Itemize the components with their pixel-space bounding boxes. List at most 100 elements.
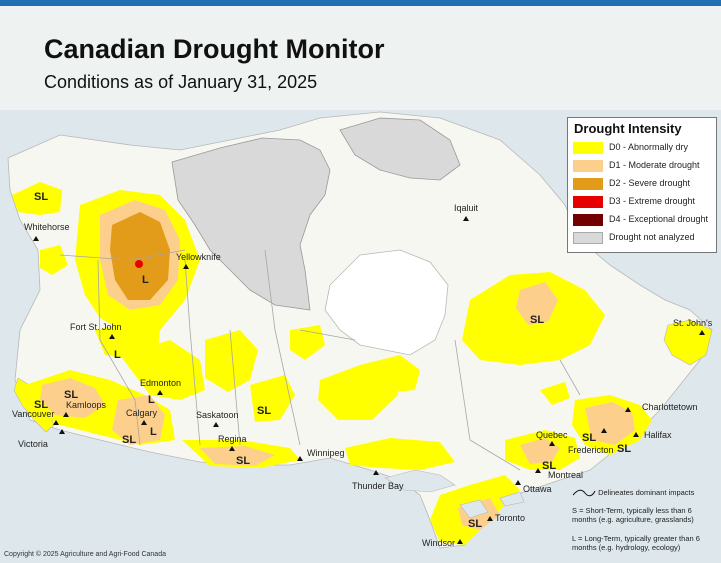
marker-regina	[229, 446, 235, 451]
legend-item-not-analyzed: Drought not analyzed	[573, 231, 715, 246]
code-sl-quebec: SL	[530, 314, 544, 326]
city-montreal: Montreal	[548, 470, 583, 480]
page-subtitle: Conditions as of January 31, 2025	[44, 72, 318, 92]
marker-halifax	[633, 432, 639, 437]
legend-item-d3: D3 - Extreme drought	[573, 195, 715, 210]
marker-iqaluit	[463, 216, 469, 221]
legend-swatch-d1	[573, 160, 603, 172]
legend-item-d2: D2 - Severe drought	[573, 177, 715, 192]
city-thunder-bay: Thunder Bay	[352, 481, 404, 491]
code-sl-montreal: SL	[542, 460, 556, 472]
city-edmonton: Edmonton	[140, 378, 181, 388]
legend-label-d4: D4 - Exceptional drought	[609, 214, 709, 224]
marker-toronto	[487, 516, 493, 521]
top-accent-bar	[0, 0, 721, 6]
legend-label-d0: D0 - Abnormally dry	[609, 142, 689, 152]
legend-swatch-d0	[573, 142, 603, 154]
legend-swatch-d4	[573, 214, 603, 226]
legend: Drought Intensity D0 - Abnormally dry D1…	[567, 117, 717, 253]
code-sl-novascotia: SL	[617, 443, 631, 455]
page-title: Canadian Drought Monitor	[44, 34, 385, 64]
marker-thunder-bay	[373, 470, 379, 475]
impacts-short-term: S = Short-Term, typically less than 6 mo…	[572, 506, 694, 524]
province-borders	[59, 249, 581, 471]
marker-calgary	[141, 420, 147, 425]
code-sl-vancouver-island: SL	[34, 399, 48, 411]
code-sl-newbrunswick: SL	[582, 432, 596, 444]
city-halifax: Halifax	[644, 430, 672, 440]
newfoundland	[663, 319, 713, 366]
code-sl-ontario: SL	[468, 518, 482, 530]
impacts-line-key: Delineates dominant impacts	[572, 488, 694, 497]
legend-title: Drought Intensity	[574, 121, 682, 136]
impact-line-icon	[572, 489, 596, 497]
copyright: Copyright © 2025 Agriculture and Agri-Fo…	[4, 551, 166, 558]
city-st-johns: St. John's	[673, 318, 713, 328]
city-iqaluit: Iqaluit	[454, 203, 479, 213]
marker-saskatoon	[213, 422, 219, 427]
city-toronto: Toronto	[495, 513, 525, 523]
header: Canadian Drought Monitor Conditions as o…	[0, 6, 721, 106]
d2-area	[110, 212, 170, 300]
city-labels: Whitehorse Yellowknife Iqaluit Fort St. …	[12, 203, 713, 548]
marker-vancouver	[53, 420, 59, 425]
city-kamloops: Kamloops	[66, 400, 107, 410]
hudson-bay	[324, 249, 449, 356]
legend-swatch-d3	[573, 196, 603, 208]
marker-edmonton	[157, 390, 163, 395]
impacts-line-label: Delineates dominant impacts	[598, 488, 695, 497]
code-sl-yukon: SL	[34, 191, 48, 203]
marker-windsor	[457, 539, 463, 544]
marker-fort-st-john	[109, 334, 115, 339]
legend-item-d1: D1 - Moderate drought	[573, 159, 715, 174]
city-yellowknife: Yellowknife	[176, 252, 221, 262]
city-saskatoon: Saskatoon	[196, 410, 239, 420]
city-ottawa: Ottawa	[523, 484, 552, 494]
city-fort-st-john: Fort St. John	[70, 322, 122, 332]
impact-codes: SL L L L L SL SL SL SL SL SL SL SL SL SL	[34, 191, 631, 530]
great-lakes	[384, 469, 525, 519]
marker-quebec	[549, 441, 555, 446]
marker-st-johns	[699, 330, 705, 335]
region-not-analyzed-east	[339, 117, 461, 181]
city-markers	[33, 216, 705, 544]
d3-spot	[135, 260, 143, 268]
code-l-fortstjohn: L	[114, 349, 121, 361]
marker-victoria	[59, 429, 65, 434]
code-sl-regina: SL	[236, 455, 250, 467]
marker-yellowknife	[183, 264, 189, 269]
marker-ottawa	[515, 480, 521, 485]
legend-label-not-analyzed: Drought not analyzed	[609, 232, 695, 242]
region-not-analyzed	[171, 137, 331, 311]
code-l-calgary: L	[150, 426, 157, 438]
impacts-long-term: L = Long-Term, typically greater than 6 …	[572, 534, 700, 552]
city-victoria: Victoria	[18, 439, 48, 449]
city-whitehorse: Whitehorse	[24, 222, 70, 232]
impacts-note: Delineates dominant impacts S = Short-Te…	[572, 488, 720, 560]
legend-label-d1: D1 - Moderate drought	[609, 160, 700, 170]
city-charlottetown: Charlottetown	[642, 402, 698, 412]
code-l-edmonton: L	[148, 394, 155, 406]
city-regina: Regina	[218, 434, 247, 444]
legend-item-d4: D4 - Exceptional drought	[573, 213, 715, 228]
legend-item-d0: D0 - Abnormally dry	[573, 141, 715, 156]
city-windsor: Windsor	[422, 538, 455, 548]
city-quebec: Quebec	[536, 430, 568, 440]
marker-montreal	[535, 468, 541, 473]
legend-label-d2: D2 - Severe drought	[609, 178, 691, 188]
legend-label-d3: D3 - Extreme drought	[609, 196, 696, 206]
marker-charlottetown	[625, 407, 631, 412]
marker-winnipeg	[297, 456, 303, 461]
city-fredericton: Fredericton	[568, 445, 614, 455]
code-sl-alberta: SL	[257, 405, 271, 417]
code-sl-kamloops: SL	[64, 389, 78, 401]
legend-swatch-not-analyzed	[573, 232, 603, 244]
legend-swatch-d2	[573, 178, 603, 190]
code-l-nwt: L	[142, 274, 149, 286]
marker-whitehorse	[33, 236, 39, 241]
marker-fredericton	[601, 428, 607, 433]
city-vancouver: Vancouver	[12, 409, 54, 419]
code-sl-okanagan: SL	[122, 434, 136, 446]
city-calgary: Calgary	[126, 408, 158, 418]
city-winnipeg: Winnipeg	[307, 448, 345, 458]
